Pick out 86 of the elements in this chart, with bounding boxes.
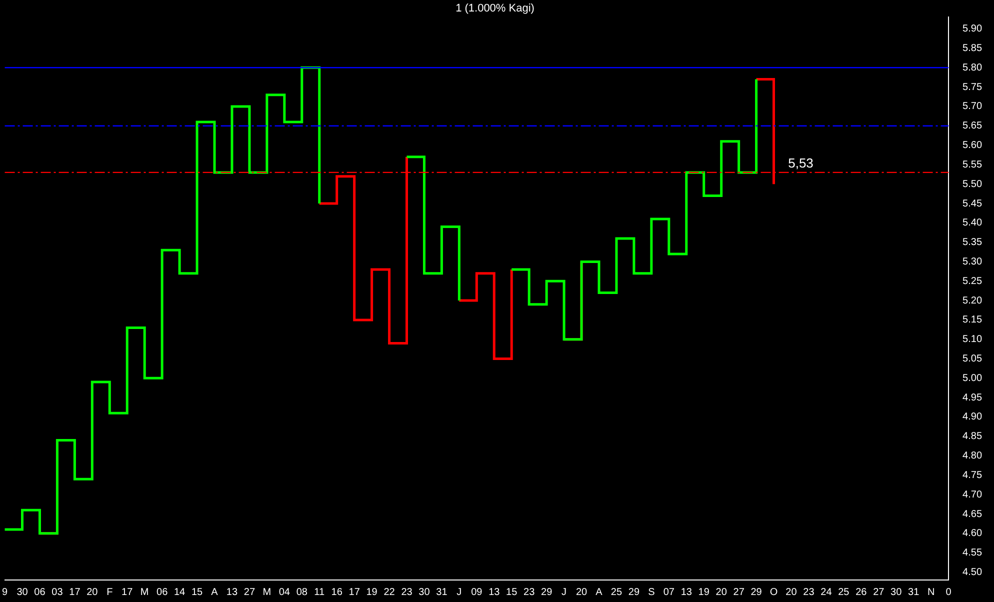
x-tick-label: 20 (86, 586, 98, 598)
x-tick-label: 31 (908, 586, 920, 598)
x-tick-label: 14 (174, 586, 186, 598)
y-tick-label: 4.70 (962, 489, 982, 500)
x-tick-label: 27 (873, 586, 885, 598)
x-tick-label: 19 (366, 586, 378, 598)
y-tick-label: 5.65 (962, 120, 982, 132)
x-tick-label: 03 (52, 586, 64, 598)
x-tick-label: 19 (698, 586, 710, 598)
x-tick-label: 30 (418, 586, 430, 598)
ref-line-label: 5,53 (788, 156, 814, 171)
y-tick-label: 5.75 (962, 82, 982, 93)
x-tick-label: 30 (890, 586, 902, 598)
y-tick-label: 5.20 (962, 295, 982, 306)
x-tick-label: 13 (488, 586, 500, 598)
x-tick-label: 04 (278, 586, 290, 598)
x-tick-label: 25 (838, 586, 850, 598)
x-tick-label: A (596, 586, 603, 598)
y-tick-label: 4.55 (962, 548, 982, 559)
y-tick-label: 4.80 (962, 450, 982, 462)
y-tick-label: 4.50 (962, 566, 982, 578)
x-tick-label: 11 (314, 586, 325, 598)
x-tick-label: 07 (663, 586, 675, 598)
x-tick-label: 15 (506, 586, 518, 598)
x-tick-label: 31 (436, 586, 448, 598)
x-tick-label: M (140, 586, 149, 598)
y-tick-label: 4.65 (962, 508, 982, 520)
x-tick-label: M (262, 586, 272, 598)
x-tick-label: A (211, 586, 218, 598)
y-tick-label: 5.35 (962, 237, 982, 248)
x-tick-label: 06 (156, 586, 168, 598)
x-tick-label: 20 (716, 586, 728, 598)
y-tick-label: 5.60 (962, 140, 982, 152)
x-tick-label: 23 (803, 586, 815, 598)
y-tick-label: 4.90 (962, 412, 982, 423)
y-tick-label: 5.85 (962, 43, 982, 54)
y-tick-label: 4.75 (962, 470, 982, 481)
y-tick-label: 5.10 (962, 334, 982, 346)
y-tick-label: 5.50 (962, 178, 982, 190)
x-tick-label: 30 (16, 586, 28, 598)
x-tick-label: J (562, 586, 567, 598)
x-tick-label: 23 (524, 586, 536, 598)
y-tick-label: 4.95 (962, 392, 982, 404)
x-tick-label: 22 (384, 586, 396, 598)
x-tick-label: 06 (34, 586, 46, 598)
x-tick-label: 0 (946, 586, 952, 598)
y-tick-label: 5.15 (962, 314, 982, 326)
y-tick-label: 5.45 (962, 198, 982, 210)
x-tick-label: 29 (628, 586, 640, 598)
chart-title: 1 (1.000% Kagi) (456, 2, 534, 15)
x-tick-label: 16 (331, 586, 343, 598)
x-tick-label: 29 (541, 586, 553, 598)
x-tick-label: F (106, 586, 113, 598)
y-tick-label: 5.80 (962, 62, 982, 74)
x-tick-label: 27 (733, 586, 745, 598)
x-tick-label: 13 (226, 586, 238, 598)
x-tick-label: 24 (820, 586, 832, 598)
x-tick-label: 15 (191, 586, 204, 598)
x-tick-label: 25 (610, 586, 622, 598)
x-tick-label: 17 (348, 586, 360, 598)
y-tick-label: 4.85 (962, 431, 982, 442)
x-tick-label: N (927, 586, 935, 598)
x-tick-label: 20 (576, 586, 588, 598)
x-tick-label: 9 (2, 586, 8, 598)
x-tick-label: J (456, 586, 462, 598)
y-tick-label: 5.30 (962, 256, 982, 268)
x-tick-label: 09 (471, 586, 483, 598)
x-tick-label: S (648, 586, 656, 598)
x-tick-label: 23 (401, 586, 413, 598)
x-tick-label: 27 (244, 586, 256, 598)
x-tick-label: O (770, 586, 778, 598)
y-tick-label: 5.25 (962, 276, 982, 287)
x-tick-label: 13 (680, 586, 692, 598)
x-tick-label: 29 (750, 586, 762, 598)
x-tick-label: 17 (69, 586, 81, 598)
x-tick-label: 17 (122, 586, 134, 598)
y-tick-label: 5.40 (962, 218, 982, 229)
y-tick-label: 5.00 (962, 372, 982, 384)
y-tick-label: 5.70 (962, 101, 982, 112)
y-tick-label: 5.05 (962, 354, 982, 365)
x-tick-label: 08 (296, 586, 308, 598)
x-tick-label: 26 (856, 586, 868, 598)
y-tick-label: 5.90 (962, 24, 982, 35)
y-tick-label: 5.55 (962, 159, 982, 170)
x-tick-label: 20 (786, 586, 798, 598)
y-tick-label: 4.60 (962, 528, 982, 540)
